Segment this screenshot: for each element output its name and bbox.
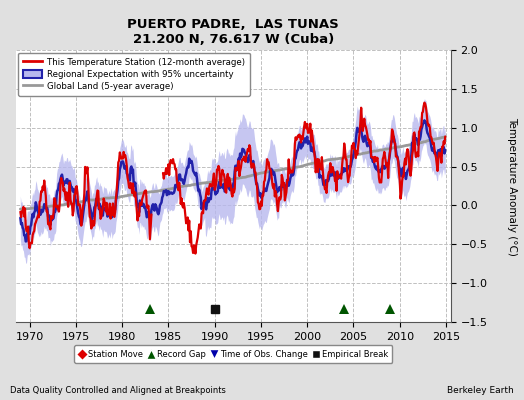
Y-axis label: Temperature Anomaly (°C): Temperature Anomaly (°C) <box>507 116 517 256</box>
Legend: Station Move, Record Gap, Time of Obs. Change, Empirical Break: Station Move, Record Gap, Time of Obs. C… <box>74 345 392 363</box>
Text: Data Quality Controlled and Aligned at Breakpoints: Data Quality Controlled and Aligned at B… <box>10 386 226 395</box>
Title: PUERTO PADRE,  LAS TUNAS
21.200 N, 76.617 W (Cuba): PUERTO PADRE, LAS TUNAS 21.200 N, 76.617… <box>127 18 339 46</box>
Text: Berkeley Earth: Berkeley Earth <box>447 386 514 395</box>
